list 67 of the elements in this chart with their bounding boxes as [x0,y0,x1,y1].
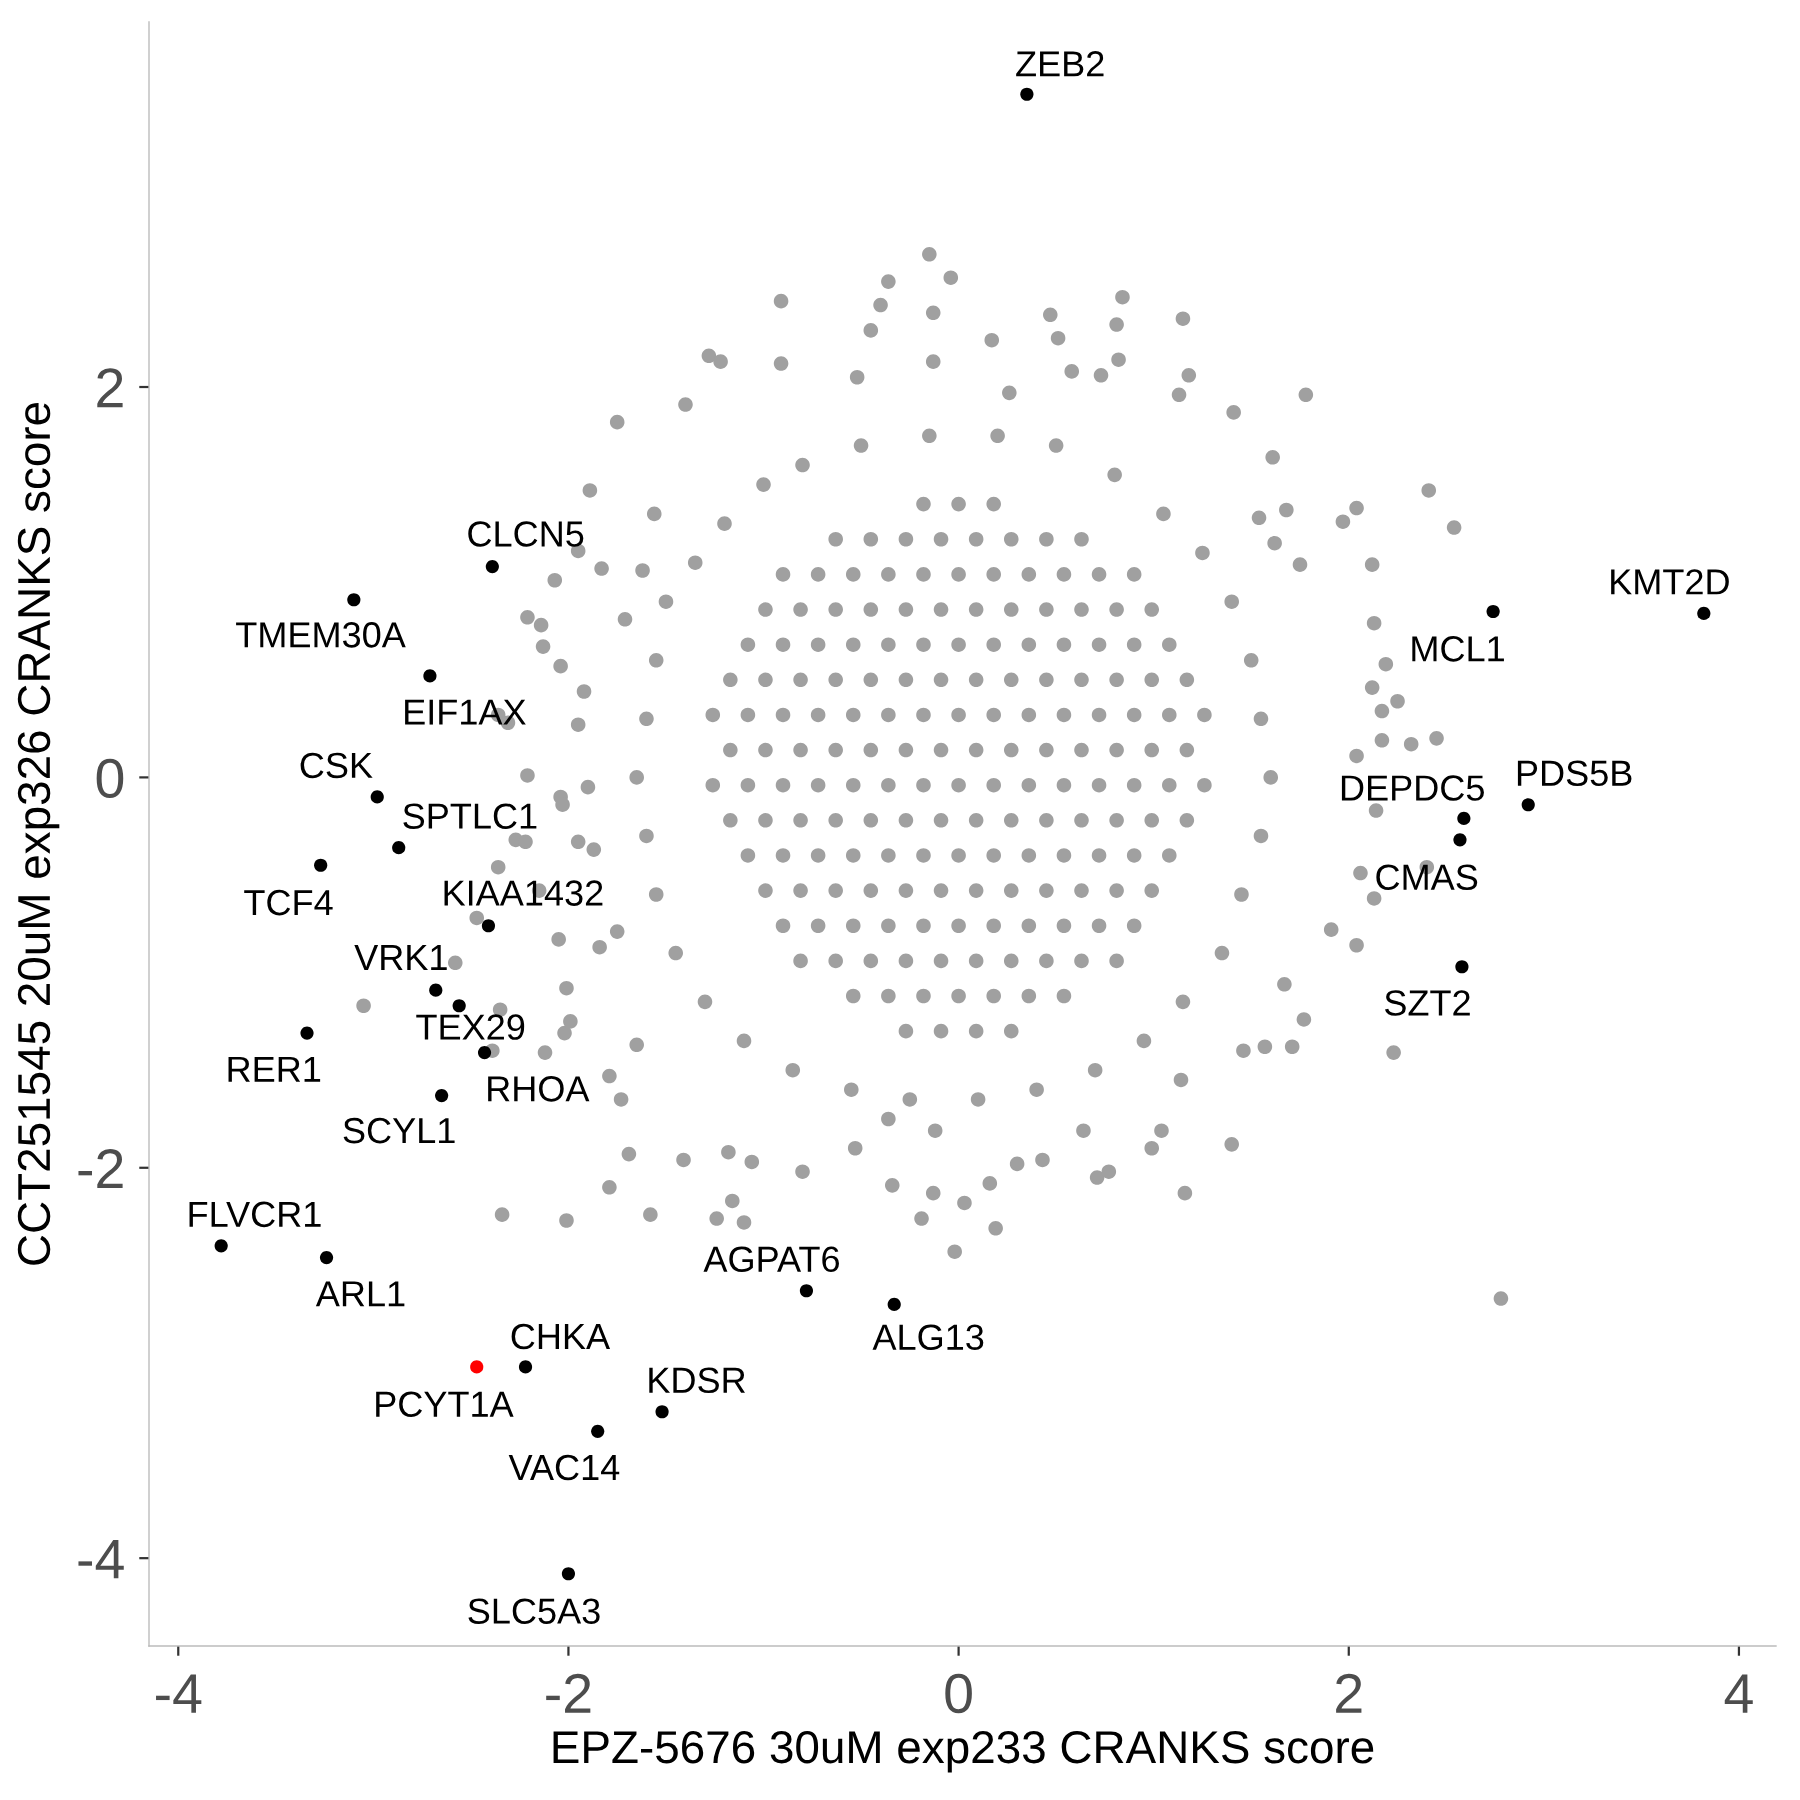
data-label: CHKA [511,1323,611,1350]
data-label: ALG13 [872,1324,984,1350]
point [799,1284,814,1298]
point [452,999,466,1013]
data-label: SLC5A3 [468,1598,600,1624]
y-tick-label: 2 [97,368,123,408]
data-label: VRK1 [354,945,447,970]
point [591,1424,605,1438]
data-label: TEX29 [416,1014,525,1040]
point [423,669,437,683]
point [1486,604,1500,619]
data-label: PCYT1A [376,1391,514,1418]
point [477,1046,492,1060]
point [300,1026,314,1040]
y-axis-title: CCT251545 20uM exp326 CRANKS score [17,402,60,1265]
point [887,1297,901,1311]
point [1453,833,1467,847]
data-label: CSK [300,752,373,779]
point [1697,606,1711,621]
data-label: CMAS [1376,864,1478,891]
point [435,1088,449,1103]
point [370,790,384,804]
point [1457,811,1471,825]
point [319,1250,334,1265]
x-tick-label: 0 [945,1673,972,1714]
data-label: AGPAT6 [703,1246,839,1273]
point [518,1360,533,1374]
data-label: ZEB2 [1016,51,1104,77]
point [392,841,406,855]
x-tick-label: -2 [546,1673,591,1713]
y-tick-label: -4 [78,1540,124,1579]
data-label: FLVCR1 [189,1201,321,1228]
data-label: TMEM30A [236,622,406,648]
data-label: CLCN5 [468,521,584,547]
point [561,1567,576,1581]
point [214,1239,228,1253]
point [429,983,443,997]
data-label: ARL1 [315,1281,405,1307]
data-label: MCL1 [1412,636,1504,662]
data-label: RHOA [488,1076,590,1102]
data-label: PDS5B [1517,760,1632,787]
point [1020,87,1034,101]
x-tick-label: 2 [1336,1673,1362,1713]
x-tick-label: 4 [1724,1674,1753,1713]
point [470,1360,484,1374]
data-label: SZT2 [1384,990,1470,1016]
x-tick-label: -4 [156,1674,202,1713]
point [314,858,328,872]
data-label: KIAA1432 [444,880,603,906]
data-label: TCF4 [244,889,333,916]
y-tick-label: -2 [78,1149,123,1188]
data-label: KDSR [649,1367,745,1394]
point [485,560,499,574]
data-label: VAC14 [508,1454,620,1481]
data-label: DEPDC5 [1341,775,1484,801]
point [481,919,496,933]
data-label: SCYL1 [343,1117,455,1144]
x-axis-title: EPZ-5676 30uM exp233 CRANKS score [553,1730,1374,1773]
point [655,1405,669,1419]
y-tick-label: 0 [96,758,124,799]
data-label: SPTLC1 [403,803,537,829]
point [1521,798,1535,812]
point [1455,960,1469,974]
point [347,593,361,607]
data-label: RER1 [228,1056,321,1082]
data-label: KMT2D [1611,569,1729,595]
data-label: EIF1AX [405,699,526,725]
